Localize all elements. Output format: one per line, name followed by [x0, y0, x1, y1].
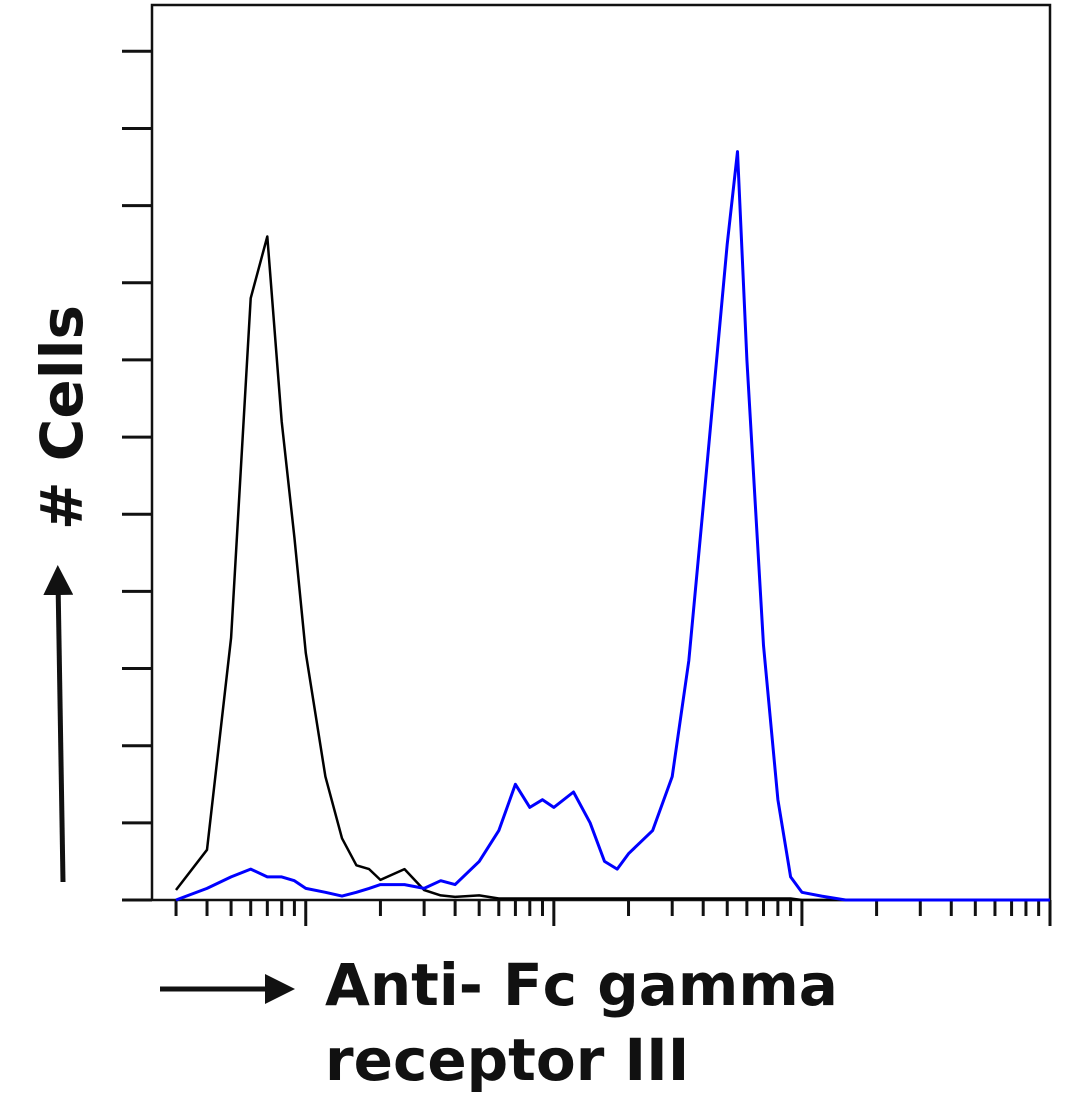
- y-arrow: [43, 565, 74, 883]
- y-axis-label: # Cells: [28, 305, 96, 530]
- x-axis-label: receptor III: [325, 1026, 689, 1094]
- plot-frame: [150, 3, 1052, 902]
- histogram-line: [175, 235, 1050, 902]
- x-axis-label: Anti- Fc gamma: [325, 951, 838, 1019]
- histogram-line: [175, 150, 1050, 902]
